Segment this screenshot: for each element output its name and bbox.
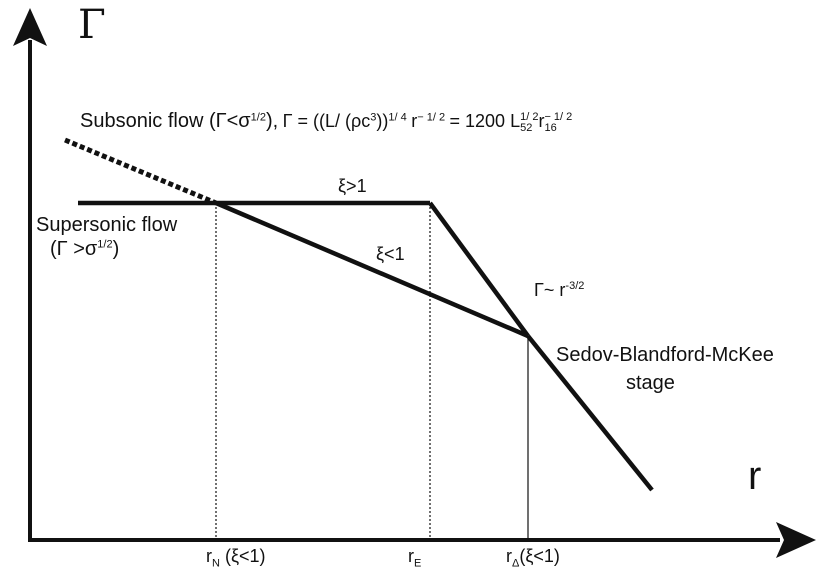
tick-rN-r: r bbox=[206, 546, 212, 566]
equation-sup2: 1/ 4 bbox=[388, 111, 407, 124]
equation-mid: )) bbox=[376, 111, 389, 131]
tick-rDelta-r: r bbox=[506, 546, 512, 566]
equation-rhs: = 1200 L bbox=[449, 111, 521, 131]
tick-rDelta-sub: Δ bbox=[512, 557, 520, 570]
subsonic-close: ), bbox=[265, 110, 279, 132]
equation-r: r bbox=[411, 111, 418, 131]
y-axis-arrowhead bbox=[13, 8, 47, 46]
sedov-label-line1: Sedov-Blandford-McKee bbox=[556, 344, 774, 366]
x-axis-label: r bbox=[748, 454, 762, 498]
supersonic-close: ) bbox=[112, 238, 120, 260]
gamma-scaling-label: Γ~ r-3/2 bbox=[534, 280, 584, 301]
tick-rE-sub: E bbox=[414, 557, 422, 570]
equation-L-sup: 1/ 2 bbox=[520, 110, 539, 123]
tick-rE: rE bbox=[408, 546, 421, 570]
supersonic-text: (Γ >σ bbox=[50, 238, 98, 260]
gamma-scaling-sup: -3/2 bbox=[565, 280, 585, 292]
tick-rDelta-note: (ξ<1) bbox=[519, 546, 560, 566]
subsonic-equation: Subsonic flow (Γ<σ1/2), Γ = ((L/ (ρc3))1… bbox=[80, 110, 572, 134]
x-axis-arrowhead bbox=[776, 522, 816, 558]
y-axis-label: Γ bbox=[78, 2, 106, 48]
equation-r-sup: − 1/ 2 bbox=[544, 110, 573, 123]
xi-lt-1-line bbox=[215, 200, 529, 339]
sedov-decline bbox=[526, 334, 654, 492]
equation-r-sub: 16 bbox=[544, 121, 557, 134]
gamma-scaling-text: Γ~ r bbox=[534, 280, 566, 300]
tick-rN-note: (ξ<1) bbox=[224, 546, 266, 566]
subsonic-dashed-line bbox=[64, 137, 217, 206]
subsonic-label: Subsonic flow (Γ<σ bbox=[80, 110, 251, 132]
supersonic-label-line1: Supersonic flow bbox=[36, 214, 178, 236]
supersonic-label-line2: (Γ >σ1/2) bbox=[50, 238, 119, 261]
equation-r2: r bbox=[538, 111, 545, 131]
tick-rN: rN (ξ<1) bbox=[206, 546, 266, 570]
equation-sup1: 3 bbox=[370, 111, 377, 124]
tick-rDelta: rΔ(ξ<1) bbox=[506, 546, 560, 570]
supersonic-sup: 1/2 bbox=[97, 238, 113, 251]
equation-L-sub: 52 bbox=[520, 121, 533, 134]
sedov-label-line2: stage bbox=[626, 372, 675, 394]
tick-rE-r: r bbox=[408, 546, 414, 566]
equation-sup3: − 1/ 2 bbox=[417, 111, 446, 124]
xi-gt-1-decline bbox=[428, 201, 530, 338]
xi-gt-1-label: ξ>1 bbox=[338, 176, 367, 196]
xi-lt-1-label: ξ<1 bbox=[376, 244, 405, 264]
subsonic-sup: 1/2 bbox=[250, 111, 266, 124]
tick-rN-sub: N bbox=[212, 557, 220, 570]
equation-left: Γ = ((L/ (ρc bbox=[282, 111, 371, 131]
